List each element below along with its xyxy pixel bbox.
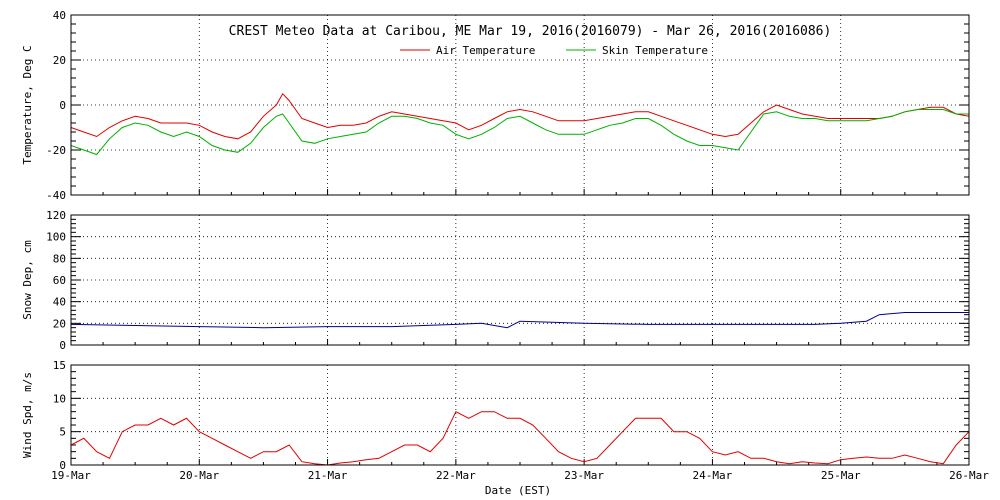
x-tick-label: 22-Mar [436,469,476,482]
y-tick-label: 80 [53,252,66,265]
x-tick-label: 19-Mar [51,469,91,482]
y-tick-label: 15 [53,359,66,372]
y-tick-label: 40 [53,296,66,309]
x-tick-label: 24-Mar [693,469,733,482]
series-line [70,92,970,140]
chart-title: CREST Meteo Data at Caribou, ME Mar 19, … [229,24,832,39]
y-tick-label: 20 [53,317,66,330]
y-tick-label: 40 [53,9,66,22]
y-axis-label: Wind Spd, m/s [21,372,34,458]
series-line [70,411,970,466]
y-tick-label: 100 [46,231,66,244]
plot-frame [70,14,970,196]
panel-3: 0 5 10 15 Wind Spd, m/s [21,359,970,472]
y-tick-label: 20 [53,54,66,67]
legend: Air Temperature Skin Temperature [400,44,708,57]
series-line [70,109,969,156]
y-tick-label: 0 [59,99,66,112]
y-tick-label: 10 [53,392,66,405]
y-tick-label: 0 [59,459,66,472]
panel-1: -40 -20 0 20 40 Temperature, Deg C Air Tempera… [21,9,970,202]
x-tick-label: 23-Mar [564,469,604,482]
y-tick-label: -40 [46,189,66,202]
panel-2: 0 20 40 60 80 100 120 Snow Dep, cm [21,209,970,352]
x-tick-label: 26-Mar [949,469,989,482]
x-tick-label: 20-Mar [179,469,219,482]
y-axis-label: Snow Dep, cm [21,240,34,320]
legend-label: Skin Temperature [602,44,708,57]
plot-frame [70,364,970,466]
x-axis-label: Date (EST) [485,484,551,497]
series-line [70,312,969,329]
y-axis-label: Temperature, Deg C [21,45,34,164]
plot-frame [70,214,970,346]
x-tick-label: 25-Mar [821,469,861,482]
x-tick-label: 21-Mar [308,469,348,482]
y-tick-label: 60 [53,274,66,287]
y-tick-label: 0 [59,339,66,352]
legend-label: Air Temperature [436,44,535,57]
y-tick-label: -20 [46,144,66,157]
y-tick-label: 5 [59,426,66,439]
y-tick-label: 120 [46,209,66,222]
